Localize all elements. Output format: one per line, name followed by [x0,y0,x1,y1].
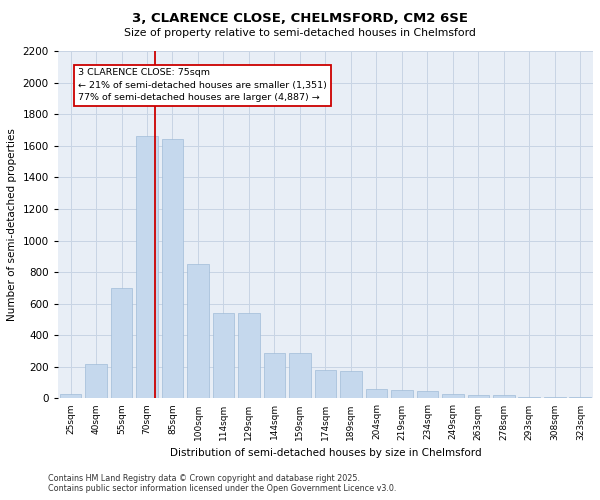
X-axis label: Distribution of semi-detached houses by size in Chelmsford: Distribution of semi-detached houses by … [170,448,481,458]
Bar [263,352,285,399]
Bar [212,313,234,398]
Bar [110,288,133,399]
Text: Contains public sector information licensed under the Open Government Licence v3: Contains public sector information licen… [48,484,397,493]
Bar [85,364,107,398]
Bar [59,394,82,398]
Bar [161,140,184,398]
Text: Contains HM Land Registry data © Crown copyright and database right 2025.: Contains HM Land Registry data © Crown c… [48,474,360,483]
Text: Size of property relative to semi-detached houses in Chelmsford: Size of property relative to semi-detach… [124,28,476,38]
Bar [544,397,566,398]
Bar [467,394,489,398]
Y-axis label: Number of semi-detached properties: Number of semi-detached properties [7,128,17,321]
Bar [569,397,591,398]
Bar [493,396,515,398]
Bar [238,313,260,398]
Bar [289,352,311,399]
Bar [442,394,464,398]
Bar [391,390,413,398]
Bar [518,397,540,398]
Bar [340,371,362,398]
Text: 3, CLARENCE CLOSE, CHELMSFORD, CM2 6SE: 3, CLARENCE CLOSE, CHELMSFORD, CM2 6SE [132,12,468,26]
Bar [136,136,158,398]
Bar [314,370,336,398]
Bar [187,264,209,398]
Bar [365,389,387,398]
Bar [416,390,438,398]
Text: 3 CLARENCE CLOSE: 75sqm
← 21% of semi-detached houses are smaller (1,351)
77% of: 3 CLARENCE CLOSE: 75sqm ← 21% of semi-de… [78,68,327,102]
